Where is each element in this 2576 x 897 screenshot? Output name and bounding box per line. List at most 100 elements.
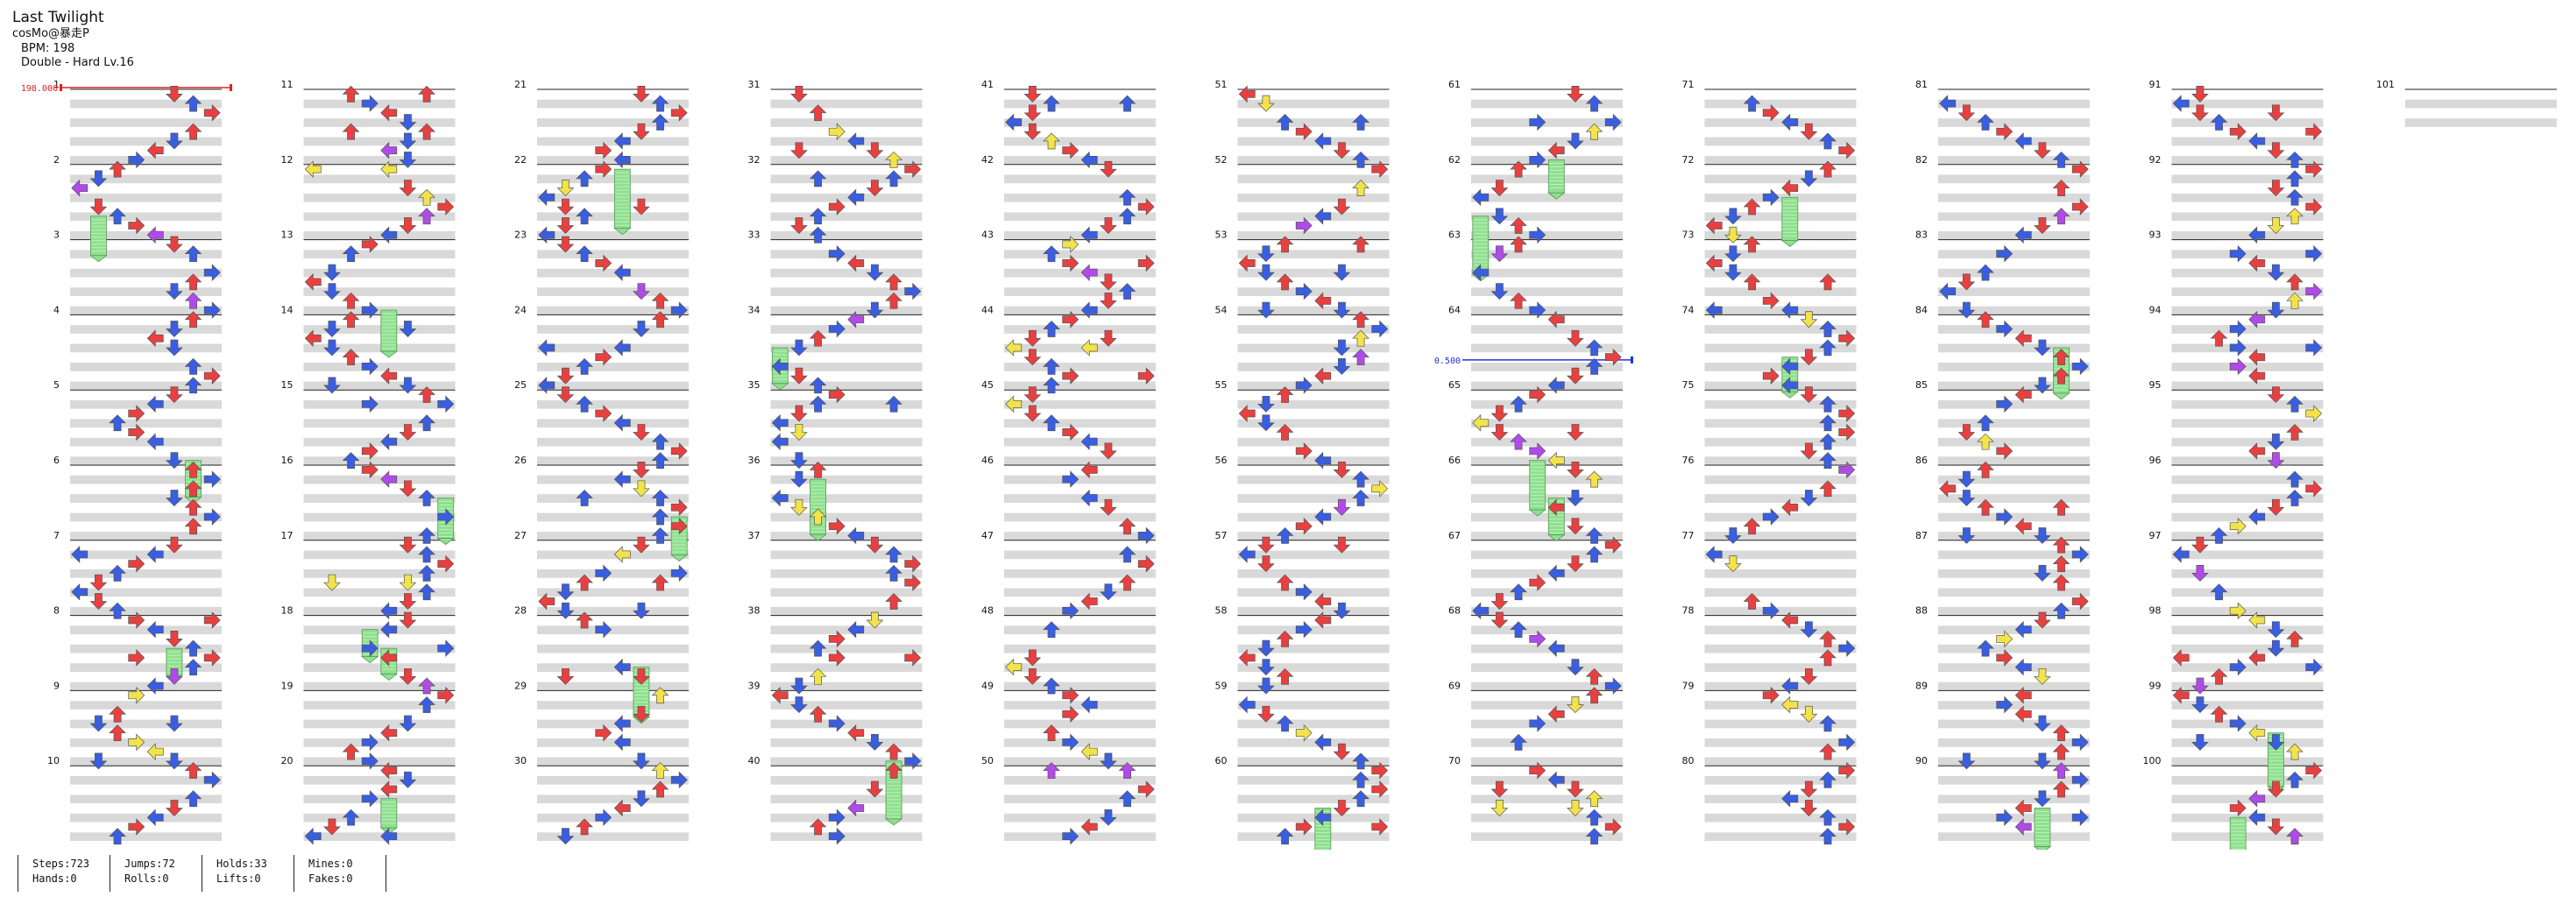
- beat-stripe: [1237, 343, 1390, 353]
- quarter-arrow: [1100, 442, 1117, 460]
- eighth-arrow: [1996, 508, 2013, 526]
- beat-stripe: [1471, 813, 1623, 823]
- sixteenth-arrow: [146, 743, 164, 760]
- beat-stripe: [303, 363, 456, 371]
- beat-stripe: [537, 137, 689, 146]
- eighth-arrow: [418, 583, 435, 601]
- sixteenth-arrow: [1567, 696, 1584, 713]
- eighth-arrow: [1333, 339, 1351, 357]
- quarter-arrow: [1529, 385, 1546, 404]
- beat-stripe: [537, 813, 689, 823]
- quarter-arrow: [2014, 517, 2032, 535]
- eighth-arrow: [2248, 508, 2266, 526]
- quarter-arrow: [1838, 818, 1856, 836]
- quarter-arrow: [1257, 705, 1275, 723]
- bpm-marker: 198.000: [21, 84, 58, 94]
- beat-stripe: [303, 419, 456, 428]
- eighth-arrow: [418, 490, 435, 506]
- quarter-arrow: [1800, 800, 1818, 816]
- eighth-arrow: [828, 244, 846, 263]
- eighth-arrow: [399, 377, 417, 394]
- quarter-arrow: [2267, 818, 2285, 836]
- quarter-arrow: [556, 217, 575, 235]
- quarter-arrow: [203, 611, 221, 629]
- eighth-arrow: [1585, 828, 1603, 844]
- eighth-arrow: [885, 564, 902, 582]
- eighth-arrow: [399, 152, 417, 168]
- eighth-arrow: [380, 433, 398, 451]
- beat-stripe: [1938, 813, 2090, 823]
- beat-stripe: [1471, 550, 1623, 560]
- beat-stripe: [303, 381, 456, 391]
- quarter-arrow: [2210, 705, 2228, 723]
- measure-number: 63: [1448, 230, 1461, 241]
- twelfth-arrow: [2229, 357, 2247, 376]
- quarter-arrow: [1762, 686, 1780, 704]
- beat-stripe: [70, 644, 222, 653]
- measure-number: 26: [514, 455, 527, 466]
- beat-stripe: [1704, 306, 1857, 315]
- eighth-arrow: [771, 357, 789, 376]
- quarter-arrow: [1567, 462, 1584, 478]
- quarter-arrow: [1996, 649, 2013, 667]
- beat-stripe: [1237, 212, 1390, 222]
- beat-stripe: [1237, 719, 1390, 729]
- quarter-arrow: [1996, 442, 2013, 460]
- eighth-arrow: [1510, 621, 1527, 639]
- quarter-arrow: [1819, 480, 1836, 498]
- quarter-arrow: [1490, 611, 1509, 629]
- beat-stripe: [1704, 494, 1857, 503]
- quarter-arrow: [904, 574, 922, 591]
- beat-stripe: [1471, 363, 1623, 371]
- beat-stripe: [1704, 363, 1857, 371]
- twelfth-arrow: [2052, 762, 2070, 779]
- quarter-arrow: [1800, 442, 1818, 460]
- beat-stripe: [1471, 494, 1623, 503]
- stat-item: Mines:0: [308, 858, 353, 870]
- quarter-arrow: [1023, 86, 1042, 102]
- measure-number: 37: [748, 530, 761, 541]
- eighth-arrow: [1510, 733, 1527, 751]
- beat-stripe: [770, 701, 923, 710]
- beat-stripe: [303, 832, 456, 841]
- measure-number: 46: [981, 455, 994, 466]
- eighth-arrow: [904, 282, 922, 300]
- measure-number: 84: [1915, 304, 1928, 315]
- sixteenth-arrow: [1080, 743, 1098, 760]
- quarter-arrow: [380, 761, 398, 780]
- measure-number: 30: [514, 755, 527, 766]
- eighth-arrow: [1257, 395, 1275, 413]
- beat-stripe: [1938, 663, 2090, 672]
- eighth-arrow: [651, 490, 669, 506]
- eighth-arrow: [1352, 752, 1369, 770]
- eighth-arrow: [1781, 301, 1799, 319]
- chart-column: 1 2 3 4 5 6 7 8 9 10: [47, 79, 222, 841]
- eighth-arrow: [1547, 564, 1565, 583]
- measure-number: 1: [53, 79, 60, 90]
- beat-stripe: [1704, 625, 1857, 635]
- twelfth-arrow: [71, 179, 88, 197]
- beat-stripe: [1938, 682, 2090, 691]
- beat-stripe: [1938, 475, 2090, 484]
- eighth-arrow: [613, 132, 631, 150]
- measure-number: 64: [1448, 304, 1461, 315]
- sixteenth-arrow: [1547, 451, 1565, 470]
- eighth-arrow: [1585, 95, 1603, 112]
- stat-item: Jumps:72: [124, 858, 175, 870]
- quarter-arrow: [2014, 329, 2032, 348]
- hold-note: [613, 168, 632, 236]
- measure-number: 81: [1915, 79, 1928, 90]
- quarter-arrow: [1276, 630, 1294, 647]
- quarter-arrow: [342, 349, 360, 366]
- quarter-arrow: [1333, 462, 1351, 478]
- quarter-arrow: [1118, 574, 1136, 591]
- quarter-arrow: [418, 85, 435, 102]
- quarter-arrow: [595, 724, 612, 742]
- eighth-arrow: [1352, 151, 1369, 168]
- quarter-arrow: [1490, 593, 1509, 611]
- eighth-arrow: [771, 413, 789, 432]
- beat-stripe: [1938, 193, 2090, 202]
- quarter-arrow: [2052, 349, 2070, 366]
- beat-stripe: [1471, 399, 1623, 409]
- beat-stripe: [70, 287, 222, 296]
